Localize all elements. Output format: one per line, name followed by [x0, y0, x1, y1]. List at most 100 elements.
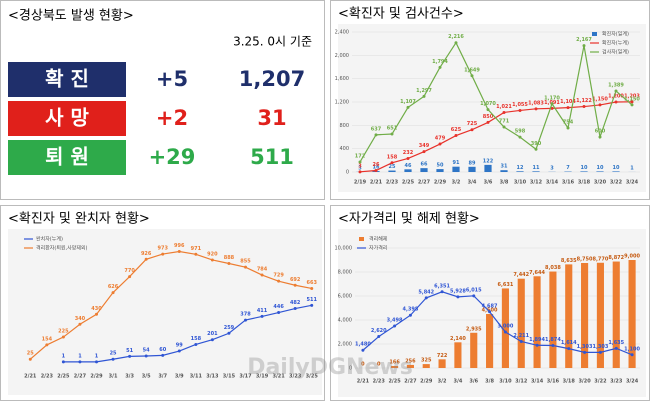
legend-label: 완치자(누계): [36, 236, 63, 243]
data-label: 172: [355, 153, 366, 159]
point: [614, 100, 618, 104]
x-tick-label: 3/22: [594, 379, 607, 385]
x-tick-label: 2/27: [404, 379, 417, 385]
point: [61, 360, 65, 364]
x-tick-label: 3/12: [515, 379, 528, 385]
bar: [452, 166, 460, 172]
point: [583, 350, 587, 354]
point: [244, 265, 247, 269]
data-label: 54: [143, 348, 150, 354]
x-tick-label: 3/4: [468, 180, 477, 186]
x-tick-label: 2/25: [57, 374, 70, 380]
data-label: 50: [437, 163, 444, 169]
x-tick-label: 3/17: [239, 374, 252, 380]
data-label: 754: [563, 120, 574, 126]
data-label: 3: [550, 165, 554, 171]
point: [438, 142, 442, 146]
data-label: 725: [467, 121, 478, 127]
data-label: 770: [124, 268, 135, 274]
point: [470, 74, 474, 78]
data-label: 158: [387, 154, 398, 160]
bar: [391, 366, 399, 368]
point: [377, 335, 381, 339]
data-label: 2,211: [513, 333, 529, 339]
data-label: 3: [358, 165, 362, 171]
data-label: 259: [224, 325, 235, 331]
data-label: 637: [371, 126, 382, 132]
data-label: 31: [501, 164, 508, 170]
point: [534, 107, 538, 111]
data-label: 1: [62, 353, 66, 359]
status-total: 1,207: [239, 67, 305, 91]
line: [29, 250, 312, 360]
legend-swatch: [359, 237, 364, 241]
y-tick-label: 2,400: [335, 30, 349, 36]
data-label: 1,874: [545, 337, 561, 343]
bar: [628, 260, 636, 368]
status-label: 퇴 원: [45, 145, 89, 169]
data-label: 4,398: [403, 307, 419, 313]
y-tick-label: 2,000: [335, 53, 349, 59]
data-label: 920: [207, 251, 218, 257]
x-tick-label: 3/18: [563, 379, 576, 385]
point: [440, 290, 444, 294]
point: [408, 313, 412, 317]
x-tick-label: 3/23: [289, 374, 302, 380]
data-label: 12: [517, 165, 524, 171]
point: [277, 279, 281, 283]
x-tick-label: 3/10: [499, 379, 512, 385]
point: [566, 126, 570, 130]
data-label: 2,140: [450, 336, 466, 342]
x-tick-label: 3/4: [454, 379, 463, 385]
data-label: 971: [191, 246, 202, 252]
point: [422, 94, 426, 98]
point: [210, 258, 214, 262]
legend-label: 격리환자(퇴원,사망제외): [36, 245, 88, 252]
bar: [422, 364, 430, 368]
bar: [470, 332, 478, 368]
data-label: 446: [273, 304, 284, 310]
bar: [581, 263, 589, 368]
data-label: 1,083: [528, 100, 544, 106]
data-label: 6,631: [498, 282, 514, 288]
x-tick-label: 3/15: [223, 374, 236, 380]
x-tick-label: 3/1: [109, 374, 118, 380]
data-label: 1,794: [432, 59, 448, 65]
point: [227, 262, 231, 266]
data-label: 784: [257, 267, 268, 273]
bar: [388, 170, 396, 172]
data-label: 1: [630, 165, 634, 171]
y-tick-label: 2,000: [338, 342, 352, 348]
y-tick-label: 6,000: [338, 294, 352, 300]
data-label: 2,167: [576, 37, 592, 43]
y-tick-label: 0: [349, 366, 352, 372]
point: [502, 125, 506, 129]
point: [454, 134, 458, 138]
x-tick-label: 3/3: [125, 374, 134, 380]
point: [598, 103, 602, 107]
bar: [596, 262, 604, 368]
bar: [436, 169, 444, 172]
data-label: 5,842: [418, 289, 434, 295]
point: [78, 322, 82, 326]
x-tick-label: 2/27: [74, 374, 87, 380]
legend-label: 확진자(일계): [602, 31, 629, 38]
date-note: 3.25. 0시 기준: [233, 35, 312, 49]
data-label: 1: [95, 353, 99, 359]
data-label: 626: [108, 284, 119, 290]
data-label: 99: [176, 343, 183, 349]
y-tick-label: 4,000: [338, 318, 352, 324]
bar: [549, 271, 557, 368]
point: [519, 339, 523, 343]
data-label: 1,303: [593, 344, 609, 350]
point: [406, 156, 410, 160]
data-label: 232: [403, 150, 414, 156]
x-tick-label: 2/23: [386, 180, 399, 186]
x-tick-label: 3/19: [256, 374, 269, 380]
bar: [596, 171, 604, 172]
data-label: 771: [499, 119, 510, 125]
point: [374, 133, 378, 137]
data-label: 1,021: [496, 104, 512, 110]
data-label: 8,770: [593, 256, 609, 262]
data-label: 1,389: [608, 82, 624, 88]
